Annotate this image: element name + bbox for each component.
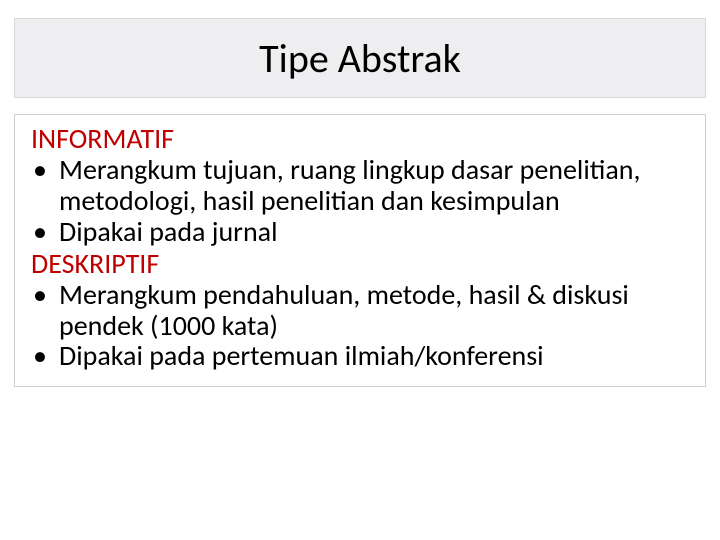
bullet-text: Merangkum tujuan, ruang lingkup dasar pe… — [59, 155, 689, 217]
bullet-icon: • — [31, 217, 59, 248]
bullet-icon: • — [31, 280, 59, 311]
bullet-text: Dipakai pada pertemuan ilmiah/konferensi — [59, 341, 689, 372]
slide-title: Tipe Abstrak — [259, 34, 461, 83]
bullet-icon: • — [31, 155, 59, 186]
list-item: • Merangkum tujuan, ruang lingkup dasar … — [31, 155, 689, 217]
section-heading: INFORMATIF — [31, 123, 689, 155]
list-item: • Merangkum pendahuluan, metode, hasil &… — [31, 280, 689, 342]
bullet-icon: • — [31, 341, 59, 372]
title-bar: Tipe Abstrak — [14, 18, 706, 98]
bullet-text: Merangkum pendahuluan, metode, hasil & d… — [59, 280, 689, 342]
content-box: INFORMATIF • Merangkum tujuan, ruang lin… — [14, 114, 706, 387]
section-heading: DESKRIPTIF — [31, 248, 689, 280]
list-item: • Dipakai pada jurnal — [31, 217, 689, 248]
list-item: • Dipakai pada pertemuan ilmiah/konferen… — [31, 341, 689, 372]
bullet-text: Dipakai pada jurnal — [59, 217, 689, 248]
